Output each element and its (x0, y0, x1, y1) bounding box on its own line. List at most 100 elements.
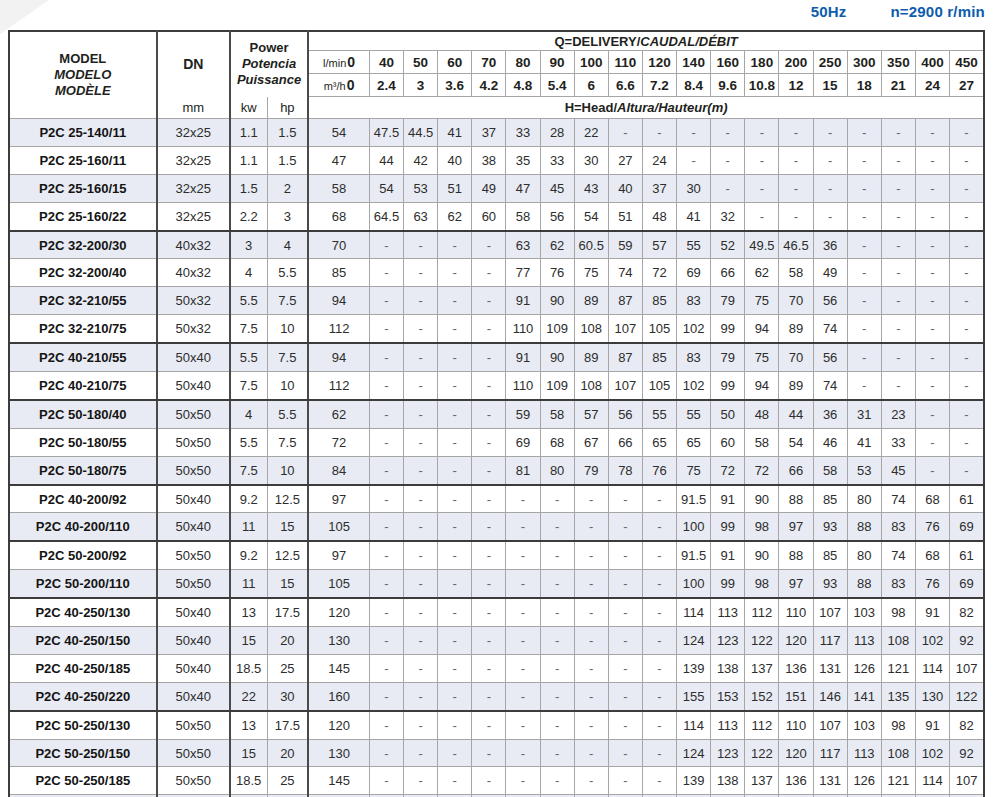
head-value-cell: 113 (711, 598, 745, 626)
pump-row: P2C 50-200/11050x501115105---------10099… (9, 570, 984, 598)
pump-row: P2C 25-160/1532x251.52585453514947454340… (9, 174, 984, 202)
dn-cell: 32x25 (157, 174, 230, 202)
flow-lmin-value: 250 (813, 51, 847, 74)
model-cell: P2C 25-140/11 (9, 119, 157, 147)
head-value-cell: 47.5 (369, 119, 403, 147)
flow-lmin-value: 120 (642, 51, 676, 74)
head-value-cell: 58 (308, 174, 369, 202)
head-value-cell: 42 (404, 146, 438, 174)
head-value-cell: 113 (847, 627, 881, 655)
head-value-cell: 59 (608, 231, 642, 259)
head-value-cell: - (506, 541, 540, 569)
kw-cell: 13 (230, 711, 267, 739)
head-value-cell: 79 (574, 456, 608, 484)
head-value-cell: - (472, 682, 506, 710)
head-value-cell: - (404, 315, 438, 343)
hp-cell: 15 (267, 570, 308, 598)
pump-row: P2C 50-250/15050x501520130---------12412… (9, 739, 984, 767)
head-value-cell: 49 (472, 174, 506, 202)
head-value-cell: - (506, 485, 540, 513)
kw-cell: 4 (230, 259, 267, 287)
hp-cell: 10 (267, 315, 308, 343)
hp-cell: 7.5 (267, 287, 308, 315)
head-value-cell: - (369, 541, 403, 569)
head-value-cell: - (506, 739, 540, 767)
head-value-cell: 56 (813, 287, 847, 315)
head-value-cell: - (540, 711, 574, 739)
head-value-cell: 74 (813, 372, 847, 400)
dn-cell: 50x50 (157, 767, 230, 795)
model-cell: P2C 40-200/110 (9, 513, 157, 541)
head-value-cell: - (608, 739, 642, 767)
head-value-cell: - (950, 231, 984, 259)
head-value-cell: 126 (847, 767, 881, 795)
head-value-cell: - (540, 485, 574, 513)
head-value-cell: 47 (308, 146, 369, 174)
pump-row: P2C 50-180/4050x5045.562----595857565555… (9, 400, 984, 428)
head-value-cell: 98 (745, 513, 779, 541)
flow-lmin-value: 300 (847, 51, 881, 74)
flow-m3h-value: 10.8 (745, 74, 779, 97)
flow-lmin-value: 200 (779, 51, 813, 74)
flow-m3h-value: 27 (950, 74, 984, 97)
kw-cell: 1.1 (230, 119, 267, 147)
hp-cell: 20 (267, 739, 308, 767)
flow-m3h-value: 12 (779, 74, 813, 97)
head-value-cell: 153 (711, 682, 745, 710)
head-value-cell: 83 (677, 343, 711, 371)
head-value-cell: 137 (745, 654, 779, 682)
head-value-cell: 40 (608, 174, 642, 202)
head-value-cell: - (540, 541, 574, 569)
model-cell: P2C 40-210/55 (9, 343, 157, 371)
head-value-cell: 90 (540, 343, 574, 371)
head-value-cell: - (608, 119, 642, 147)
kw-cell: 18.5 (230, 654, 267, 682)
flow-lmin-value: 80 (506, 51, 540, 74)
head-value-cell: 103 (847, 711, 881, 739)
head-value-cell: - (608, 711, 642, 739)
kw-cell: 5.5 (230, 428, 267, 456)
kw-cell: 15 (230, 739, 267, 767)
head-value-cell: 121 (881, 654, 915, 682)
head-value-cell: 102 (677, 315, 711, 343)
head-value-cell: 97 (779, 570, 813, 598)
head-value-cell: - (369, 767, 403, 795)
head-value-cell: - (404, 343, 438, 371)
flow-m3h-value: 21 (881, 74, 915, 97)
head-value-cell: - (404, 372, 438, 400)
head-value-cell: - (438, 570, 472, 598)
head-value-cell: 112 (308, 372, 369, 400)
model-cell: P2C 40-250/130 (9, 598, 157, 626)
flow-lmin-value: 40 (369, 51, 403, 74)
hp-cell: 3 (267, 202, 308, 230)
head-value-cell: 63 (506, 231, 540, 259)
flow-lmin-value: 110 (608, 51, 642, 74)
head-value-cell: 44.5 (404, 119, 438, 147)
model-cell: P2C 50-250/185 (9, 767, 157, 795)
head-value-cell: - (881, 315, 915, 343)
flow-lmin-value: 50 (404, 51, 438, 74)
head-value-cell: 146 (813, 682, 847, 710)
head-value-cell: 79 (711, 343, 745, 371)
head-value-cell: 160 (308, 682, 369, 710)
head-value-cell: - (438, 627, 472, 655)
kw-cell: 22 (230, 682, 267, 710)
head-value-cell: 58 (813, 456, 847, 484)
head-value-cell: - (881, 372, 915, 400)
flow-lmin-value: 140 (677, 51, 711, 74)
head-value-cell: 91 (711, 541, 745, 569)
head-value-cell: 50 (711, 400, 745, 428)
head-value-cell: - (608, 513, 642, 541)
head-value-cell: 117 (813, 627, 847, 655)
head-value-cell: - (438, 400, 472, 428)
head-value-cell: 55 (677, 400, 711, 428)
pump-row: P2C 32-200/4040x3245.585----777675747269… (9, 259, 984, 287)
flow-m3h-value: 4.2 (472, 74, 506, 97)
head-value-cell: - (404, 570, 438, 598)
pump-row: P2C 40-210/5550x405.57.594----9190898785… (9, 343, 984, 371)
head-value-cell: 99 (711, 372, 745, 400)
head-value-cell: - (369, 485, 403, 513)
head-value-cell: - (608, 598, 642, 626)
head-value-cell: 98 (881, 711, 915, 739)
head-value-cell: - (642, 513, 676, 541)
